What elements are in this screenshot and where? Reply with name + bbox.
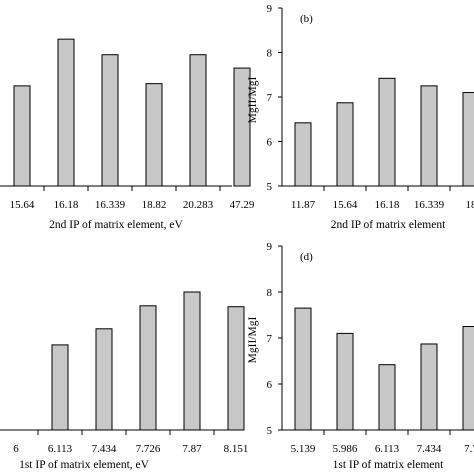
y-tick-label-b-4: 9 (267, 3, 273, 15)
y-axis-label-d: MgII/MgI (247, 317, 259, 364)
x-tick-label-c-5: 8.151 (224, 443, 249, 455)
chart-panel-c: 6 6.113 7.434 7.726 7.87 8.151 1st IP of matri… (0, 291, 249, 471)
x-axis-label-d: 1st IP of matrix element (333, 459, 445, 471)
bar-c-3 (139, 305, 157, 431)
x-tick-label-d-4: 7.7 (464, 443, 474, 455)
bar-d-3 (420, 343, 438, 431)
x-tick-label-b-4: 18 (466, 199, 474, 211)
panel-tag-d: (d) (300, 251, 313, 263)
x-tick-label-b-1: 15.64 (333, 199, 358, 211)
chart-panel-b: 5 6 7 8 9 MgII/MgI 11.87 15.64 16.18 16.339 18 (b) 2… (247, 3, 474, 231)
bar-b-2 (378, 77, 396, 187)
y-tick-label-d-0: 5 (267, 425, 273, 437)
panel-tag-b: (b) (300, 13, 313, 25)
bar-a-0 (13, 85, 31, 187)
x-tick-label-c-3: 7.726 (136, 443, 161, 455)
x-tick-label-a-0: 15.64 (10, 199, 35, 211)
bar-c-2 (95, 328, 113, 431)
bar-d-0 (294, 307, 312, 431)
bar-d-2 (378, 364, 396, 431)
bar-b-1 (336, 102, 354, 187)
x-tick-label-d-1: 5.986 (333, 443, 358, 455)
y-tick-label-b-0: 5 (267, 181, 273, 193)
chart-panel-a: 15.64 16.18 16.339 18.82 20.283 47.29 2nd IP o… (0, 38, 255, 231)
bar-d-4 (462, 326, 474, 431)
y-tick-label-d-3: 8 (267, 287, 273, 299)
y-tick-label-b-2: 7 (267, 92, 273, 104)
x-tick-label-b-2: 16.18 (375, 199, 400, 211)
y-tick-label-d-1: 6 (267, 379, 273, 391)
x-tick-label-c-4: 7.87 (182, 443, 202, 455)
y-tick-label-d-2: 7 (267, 333, 273, 345)
x-tick-label-d-3: 7.434 (417, 443, 442, 455)
x-tick-label-b-3: 16.339 (414, 199, 445, 211)
bar-d-1 (336, 332, 354, 431)
bar-c-5 (227, 306, 245, 431)
x-tick-label-a-1: 16.18 (54, 199, 79, 211)
x-axis-label-c: 1st IP of matrix element, eV (19, 459, 150, 471)
y-tick-label-b-1: 6 (267, 137, 273, 149)
x-tick-label-a-5: 47.29 (230, 199, 255, 211)
bar-a-5 (233, 67, 251, 187)
x-tick-label-b-0: 11.87 (291, 199, 316, 211)
y-axis-label-b: MgII/MgI (247, 77, 259, 124)
x-tick-label-c-0: 6 (13, 443, 19, 455)
x-tick-label-a-3: 18.82 (142, 199, 167, 211)
x-axis-label-b: 2nd IP of matrix element (331, 219, 446, 231)
chart-panel-d: 5 6 7 8 9 MgII/MgI 5.139 5.986 6.113 7.434 7.7 (d) 1… (247, 241, 474, 471)
y-tick-label-b-3: 8 (267, 48, 273, 60)
bar-a-4 (189, 54, 207, 187)
x-tick-label-d-0: 5.139 (291, 443, 316, 455)
bar-a-1 (57, 38, 75, 187)
bar-a-2 (101, 54, 119, 187)
x-tick-label-d-2: 6.113 (375, 443, 400, 455)
x-tick-label-c-2: 7.434 (92, 443, 117, 455)
y-tick-label-d-4: 9 (267, 241, 273, 253)
bar-a-3 (145, 83, 163, 187)
bar-c-1 (51, 344, 69, 431)
bar-c-4 (183, 291, 201, 431)
x-tick-label-a-2: 16.339 (95, 199, 126, 211)
x-axis-label-a: 2nd IP of matrix element, eV (49, 219, 183, 231)
bar-b-3 (420, 85, 438, 187)
x-tick-label-a-4: 20.283 (183, 199, 214, 211)
bar-b-4 (462, 92, 474, 187)
bar-b-0 (294, 122, 312, 187)
x-tick-label-c-1: 6.113 (48, 443, 73, 455)
